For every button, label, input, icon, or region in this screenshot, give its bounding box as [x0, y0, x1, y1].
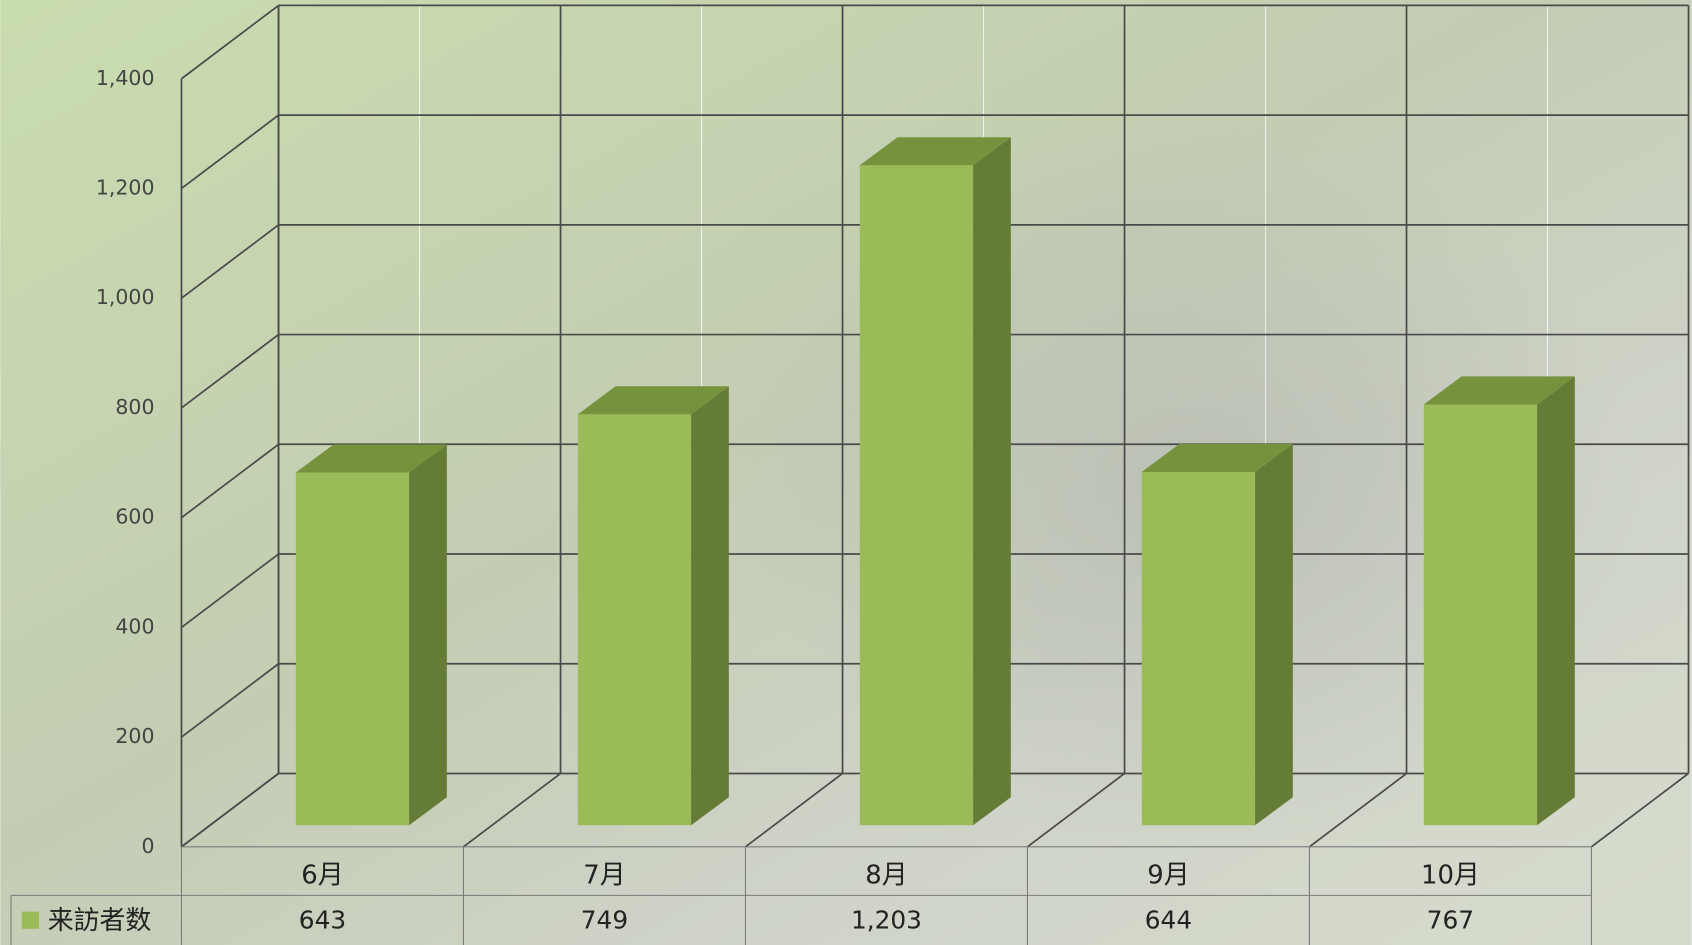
y-tick-label: 1,000: [96, 285, 155, 309]
grid-line: [180, 553, 280, 629]
bar-front: [1141, 471, 1256, 826]
floor-line: [1026, 772, 1126, 848]
floor-line: [744, 772, 844, 848]
bar-side: [409, 444, 447, 826]
grid-line: [180, 114, 280, 190]
value-label: 644: [1145, 905, 1192, 934]
grid-line: [180, 663, 280, 738]
floor-line: [1590, 772, 1690, 848]
x-tick-label: 6月: [301, 860, 343, 890]
bar-top: [577, 386, 729, 415]
bar-front: [1423, 404, 1538, 826]
background-shade: [518, 32, 1640, 939]
x-tick-label: 10月: [1421, 860, 1480, 890]
floor-line: [462, 772, 562, 848]
y-tick-label: 600: [115, 505, 154, 529]
grid-line: [180, 4, 280, 80]
floor-line: [1308, 772, 1408, 848]
grid: [180, 4, 1690, 848]
x-tick-label: 9月: [1147, 860, 1189, 890]
y-tick-label: 800: [115, 395, 154, 419]
y-tick-label: 0: [141, 834, 154, 858]
y-tick-label: 400: [115, 614, 154, 638]
bar-top: [1423, 376, 1575, 405]
bars: [295, 137, 1575, 826]
value-label: 1,203: [851, 905, 922, 934]
bar: [1141, 443, 1293, 826]
bar-top: [295, 444, 447, 473]
bar-front: [295, 472, 410, 826]
legend-label: 来訪者数: [48, 906, 152, 936]
value-label: 643: [299, 905, 346, 934]
y-tick-label: 1,200: [96, 175, 155, 199]
y-tick-label: 1,400: [96, 66, 155, 90]
y-tick-label: 200: [115, 724, 154, 748]
x-tick-label: 8月: [865, 860, 907, 890]
bar-side: [1537, 376, 1575, 826]
bar-top: [859, 137, 1011, 166]
bar: [859, 137, 1011, 826]
bar-front: [859, 165, 974, 826]
legend-swatch: [21, 911, 40, 929]
bar: [577, 386, 729, 826]
value-label: 749: [581, 905, 628, 934]
bar-front: [577, 414, 692, 826]
grid-line: [180, 224, 280, 299]
value-label: 767: [1427, 905, 1474, 934]
bar-side: [1255, 443, 1293, 826]
bar-side: [973, 137, 1011, 826]
bar: [295, 444, 447, 826]
bar-top: [1141, 443, 1293, 472]
bar-side: [691, 386, 729, 826]
grid-line: [180, 333, 280, 409]
x-tick-label: 7月: [583, 860, 625, 890]
bar: [1423, 376, 1575, 826]
grid-line: [180, 443, 280, 519]
data-table: [10, 846, 1592, 945]
grid-line: [180, 772, 280, 848]
